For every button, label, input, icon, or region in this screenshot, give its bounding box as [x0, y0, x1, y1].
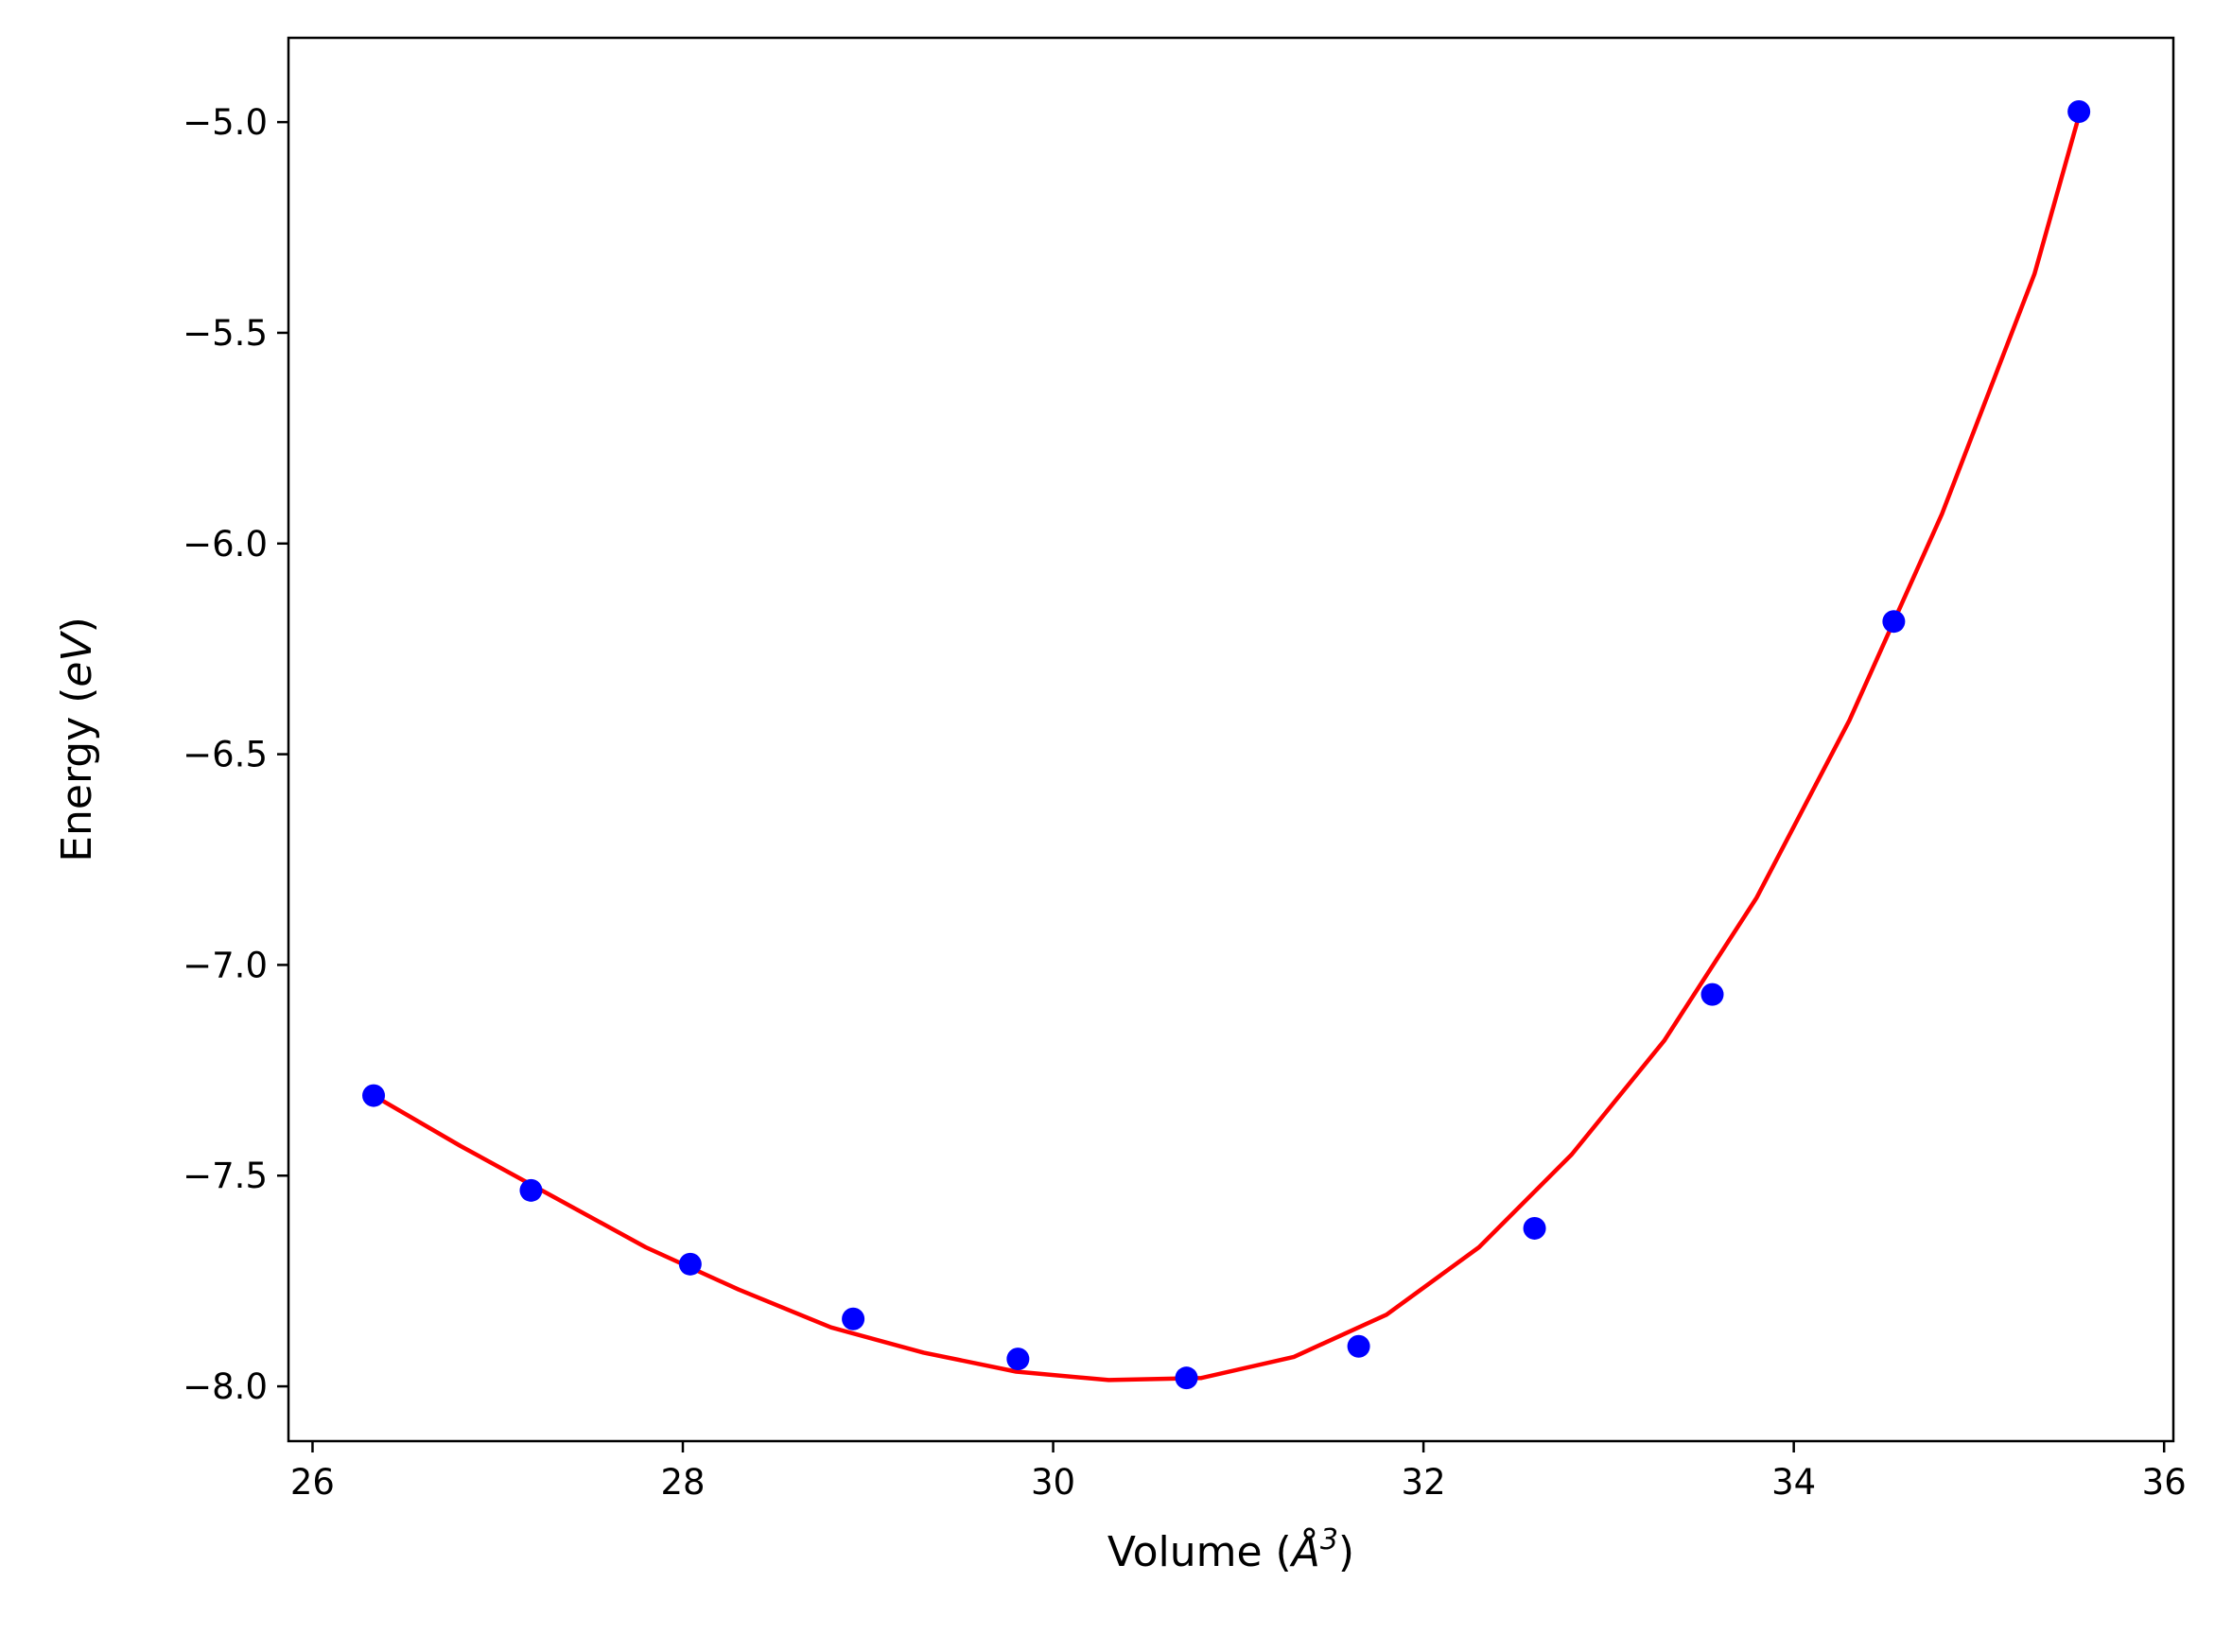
x-axis-label: Volume (Å3): [1107, 1523, 1354, 1576]
y-tick-label: −7.0: [183, 945, 268, 985]
data-point: [362, 1084, 386, 1107]
y-axis-ticks: −5.0 −5.5 −6.0 −6.5 −7.0 −7.5 −8.0: [183, 102, 288, 1407]
data-point: [678, 1252, 702, 1276]
data-point: [1175, 1366, 1198, 1390]
x-tick-label: 26: [290, 1462, 335, 1503]
x-tick-label: 34: [1771, 1462, 1816, 1503]
x-tick-label: 30: [1031, 1462, 1075, 1503]
data-point: [1347, 1334, 1370, 1358]
y-tick-label: −5.0: [183, 102, 268, 143]
y-tick-label: −5.5: [183, 313, 268, 354]
data-point: [1700, 983, 1724, 1006]
y-tick-label: −8.0: [183, 1366, 268, 1407]
x-axis-ticks: 26 28 30 32 34 36: [290, 1441, 2187, 1503]
x-tick-label: 36: [2142, 1462, 2187, 1503]
data-point: [2067, 99, 2091, 123]
y-tick-label: −6.0: [183, 524, 268, 565]
axes-frame: [287, 36, 2175, 1443]
y-tick-label: −6.5: [183, 735, 268, 775]
data-point: [1882, 610, 1906, 634]
fit-curve: [371, 113, 2082, 1382]
data-point: [1523, 1216, 1546, 1240]
data-point: [842, 1307, 865, 1330]
data-point: [1006, 1348, 1030, 1371]
data-point: [519, 1178, 543, 1202]
y-axis-label: Energy (eV): [53, 617, 101, 862]
x-tick-label: 32: [1402, 1462, 1446, 1503]
x-tick-label: 28: [660, 1462, 705, 1503]
y-tick-label: −7.5: [183, 1156, 268, 1196]
plot-area: [362, 99, 2091, 1390]
